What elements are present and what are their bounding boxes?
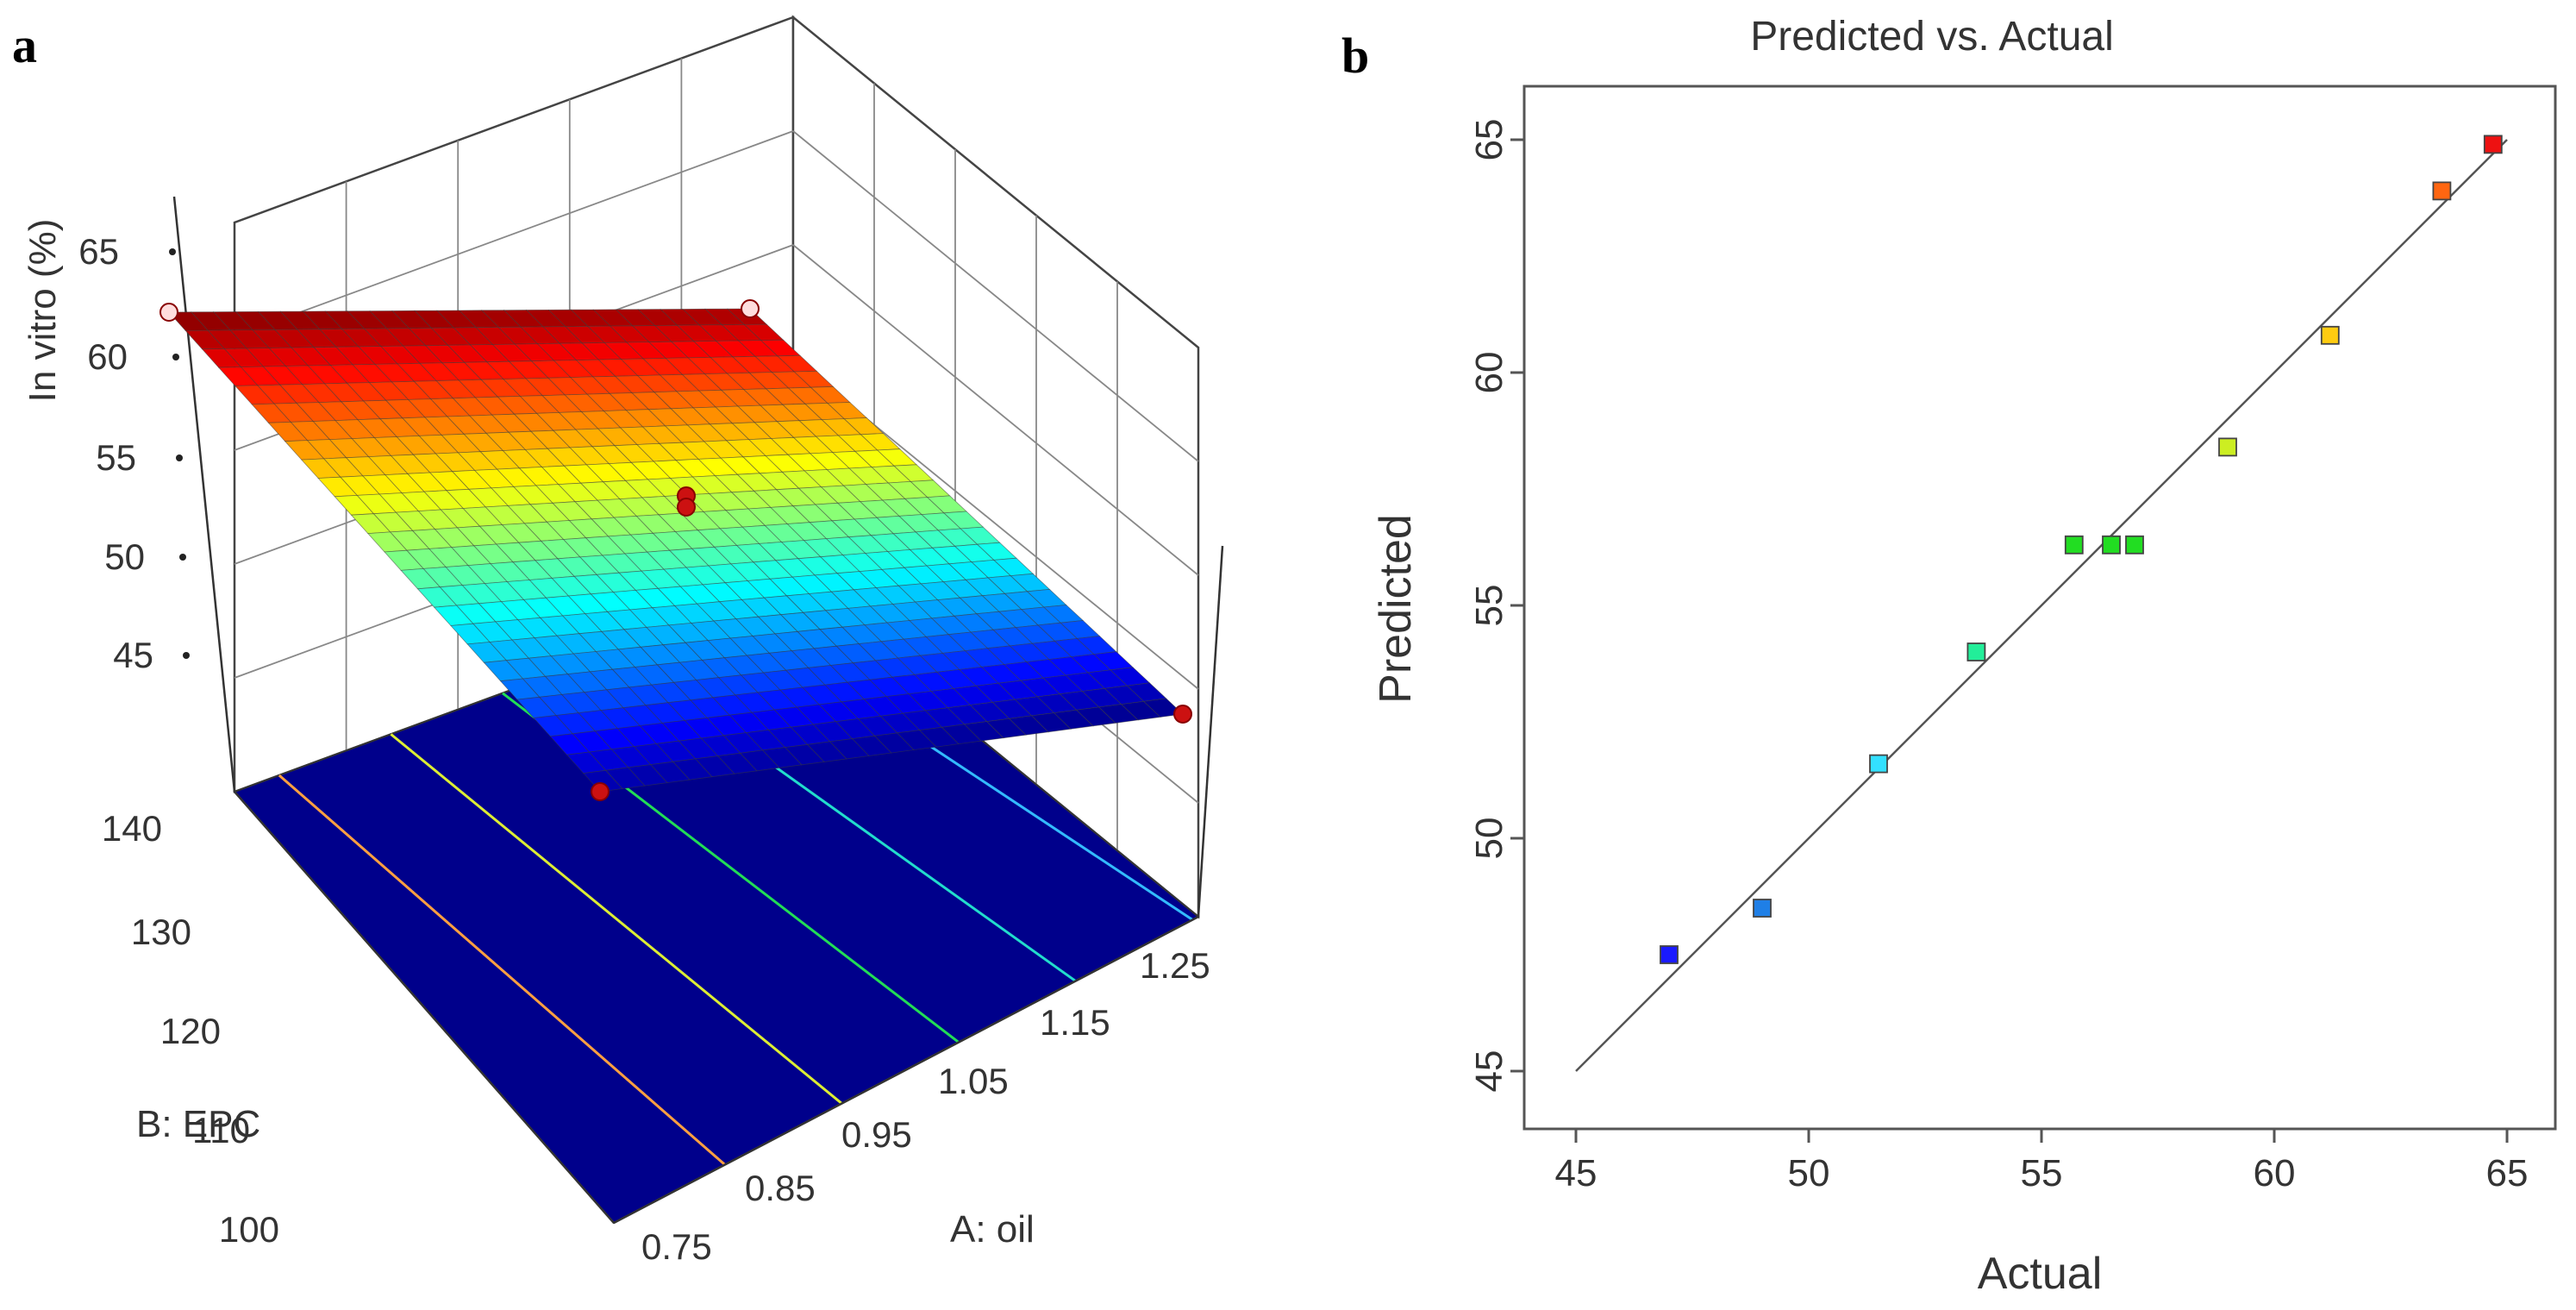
z-tick-mark (169, 248, 176, 255)
x-tick-label: 55 (2021, 1152, 2063, 1194)
oil-axis-edge (613, 915, 1199, 1225)
panel-b-ticks: 45 50 55 60 65 45 50 55 60 65 (1468, 119, 2528, 1194)
scatter-point (2320, 325, 2340, 345)
z-axis-edge (172, 196, 236, 793)
design-point (159, 303, 178, 322)
floor-contour-line (278, 774, 726, 1166)
z-tick-label: 55 (96, 437, 136, 478)
epc-tick-label: 110 (192, 1110, 250, 1150)
design-points (159, 299, 1192, 801)
y-tick-label: 55 (1468, 585, 1510, 627)
right-vertical-edge (1197, 545, 1224, 918)
z-tick-mark (179, 554, 186, 561)
oil-tick-label: 0.75 (641, 1226, 712, 1267)
design-point (677, 498, 696, 517)
panel-b-label: b (1341, 28, 1369, 84)
design-point (591, 782, 610, 801)
scatter-points (1660, 135, 2503, 964)
wall-grid-line (792, 130, 1199, 462)
oil-tick-label: 1.15 (1040, 1002, 1110, 1043)
scatter-point (1966, 642, 1986, 661)
epc-tick-label: 130 (131, 912, 191, 952)
panel-b-chart: b Predicted vs. Actual 45 50 55 60 65 45 50 55 6… (1341, 14, 2557, 1299)
scatter-point (2102, 535, 2121, 555)
panel-a-tick-labels: 45 50 55 60 65 100 110 120 130 140 0.75 0.85 0.95 1.0… (78, 231, 1210, 1267)
oil-tick-label: 1.25 (1140, 945, 1210, 986)
y-axis-label: B: EPC (136, 1103, 260, 1145)
scatter-point (1869, 754, 1888, 774)
floor-contour-line (390, 733, 843, 1105)
oil-tick-label: 0.95 (841, 1114, 912, 1155)
panel-a-chart: a 45 50 55 60 65 100 110 120 130 140 0.75 0.85 0.95 1… (12, 15, 1224, 1267)
x-tick-label: 45 (1555, 1152, 1597, 1194)
y-axis-label: Predicted (1371, 514, 1421, 704)
z-tick-label: 60 (87, 336, 128, 377)
reference-line (1575, 139, 2508, 1072)
z-tick-mark (183, 652, 190, 659)
panel-a-label: a (12, 17, 37, 73)
z-tick-mark (172, 354, 179, 360)
x-axis-label: Actual (1978, 1249, 2103, 1299)
x-axis-label: A: oil (950, 1208, 1035, 1250)
design-point (741, 299, 760, 318)
z-axis-label: In vitro (%) (22, 219, 64, 403)
epc-axis-edge (234, 791, 615, 1224)
oil-tick-label: 0.85 (745, 1168, 816, 1208)
x-tick-label: 65 (2486, 1152, 2529, 1194)
panel-a-axes (172, 196, 1224, 1225)
response-surface (168, 308, 1184, 793)
z-tick-label: 45 (113, 635, 153, 675)
scatter-point (1753, 899, 1772, 918)
x-tick-label: 50 (1788, 1152, 1830, 1194)
epc-tick-label: 140 (102, 808, 162, 849)
wall-grid-line (234, 130, 794, 337)
z-tick-label: 50 (104, 536, 145, 577)
y-tick-label: 65 (1468, 119, 1510, 161)
z-tick-label: 65 (78, 231, 119, 272)
scatter-point (2218, 437, 2237, 457)
scatter-point (2432, 181, 2452, 201)
scatter-point (2064, 535, 2084, 555)
wall-grid-line (792, 244, 1199, 576)
oil-tick-label: 1.05 (938, 1061, 1009, 1101)
y-tick-label: 45 (1468, 1050, 1510, 1093)
design-point (1173, 705, 1192, 724)
epc-tick-label: 100 (219, 1209, 279, 1250)
scatter-point (2125, 535, 2144, 555)
y-tick-label: 50 (1468, 818, 1510, 860)
z-tick-mark (176, 454, 183, 461)
scatter-point (2483, 135, 2503, 154)
scatter-point (1660, 945, 1679, 964)
y-tick-label: 60 (1468, 352, 1510, 394)
epc-tick-label: 120 (160, 1011, 221, 1051)
chart-title: Predicted vs. Actual (1750, 14, 2114, 60)
x-tick-label: 60 (2254, 1152, 2296, 1194)
